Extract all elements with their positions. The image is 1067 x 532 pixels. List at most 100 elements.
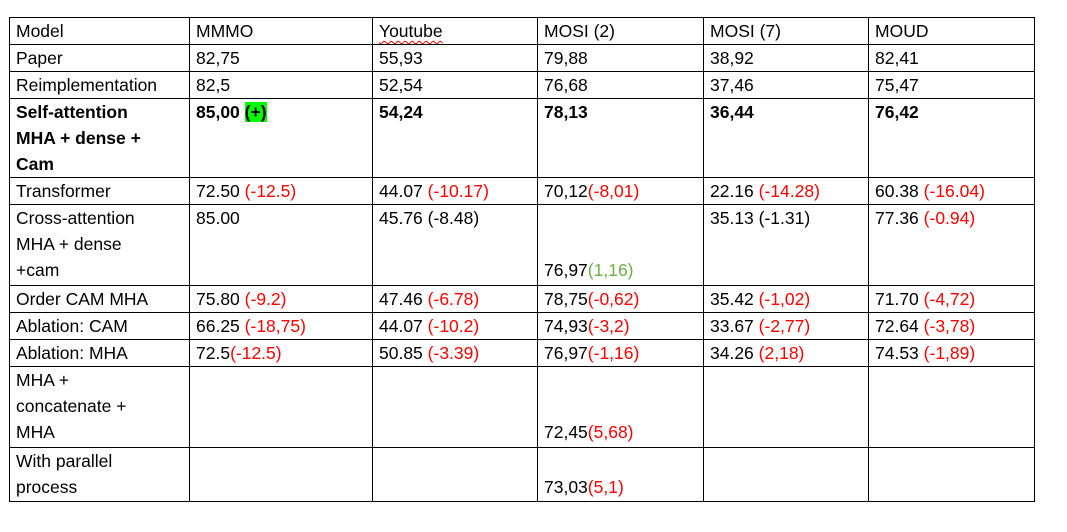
cell-diff: (-0.94) xyxy=(923,208,976,228)
cell-mmmo: 72.5(-12.5) xyxy=(189,339,373,367)
cell-diff: (-1,02) xyxy=(758,289,811,309)
cell-youtube: 44.07 (-10.2) xyxy=(372,312,538,340)
cell-mmmo: 82,75 xyxy=(189,44,373,72)
cell-mmmo: 66.25 (-18,75) xyxy=(189,312,373,340)
cell-value: 75.80 xyxy=(196,289,240,309)
cell-diff: (-8,01) xyxy=(587,181,640,201)
cell-diff: (2,18) xyxy=(758,343,805,363)
cell-model: Ablation: CAM xyxy=(9,312,190,340)
cell-value: 50.85 xyxy=(379,343,423,363)
model-line: concatenate + xyxy=(16,396,127,416)
cell-mosi7: 22.16 (-14.28) xyxy=(703,177,869,205)
table-row-cross-attention: Cross-attention MHA + dense +cam 85.00 4… xyxy=(9,204,1035,286)
cell-diff: (-16.04) xyxy=(923,181,985,201)
cell-diff: (-3,78) xyxy=(923,316,976,336)
cell-value: 71.70 xyxy=(875,289,919,309)
cell-diff: (-9.2) xyxy=(244,289,287,309)
cell-mosi2: 76,68 xyxy=(537,71,704,99)
cell-youtube: 45.76 (-8.48) xyxy=(372,204,538,286)
header-mosi2: MOSI (2) xyxy=(537,17,704,45)
cell-mosi2: 72,45(5,68) xyxy=(537,366,704,448)
cell-value: 78,75 xyxy=(544,289,588,309)
cell-mosi7: 34.26 (2,18) xyxy=(703,339,869,367)
cell-diff: (-3.39) xyxy=(427,343,480,363)
cell-diff: (-2,77) xyxy=(758,316,811,336)
cell-value: 34.26 xyxy=(710,343,754,363)
cell-moud: 72.64 (-3,78) xyxy=(868,312,1035,340)
model-line: +cam xyxy=(16,260,60,280)
cell-mosi7: 35.13 (-1.31) xyxy=(703,204,869,286)
cell-model: MHA + concatenate + MHA xyxy=(9,366,190,448)
cell-mmmo: 85.00 xyxy=(189,204,373,286)
cell-value: 72.64 xyxy=(875,316,919,336)
cell-value: 76,97 xyxy=(544,343,588,363)
cell-moud: 75,47 xyxy=(868,71,1035,99)
cell-diff: (-18,75) xyxy=(244,316,306,336)
cell-diff: (-4,72) xyxy=(923,289,976,309)
cell-moud xyxy=(868,447,1035,502)
cell-model: Ablation: MHA xyxy=(9,339,190,367)
cell-moud: 71.70 (-4,72) xyxy=(868,285,1035,313)
table-row-parallel-process: With parallel process 73,03(5,1) xyxy=(9,447,1035,502)
cell-diff: (-6.78) xyxy=(427,289,480,309)
cell-mosi7: 37,46 xyxy=(703,71,869,99)
table-row-mha-concatenate: MHA + concatenate + MHA 72,45(5,68) xyxy=(9,366,1035,448)
cell-mmmo xyxy=(189,447,373,502)
cell-value: 66.25 xyxy=(196,316,240,336)
cell-value: 60.38 xyxy=(875,181,919,201)
cell-mmmo: 85,00 (+) xyxy=(189,98,373,178)
cell-diff: (-1,16) xyxy=(587,343,640,363)
cell-mosi2: 76,97(1,16) xyxy=(537,204,704,286)
table-row-paper: Paper 82,75 55,93 79,88 38,92 82,41 xyxy=(9,44,1035,72)
cell-value: 85,00 xyxy=(196,102,240,122)
cell-mosi7: 38,92 xyxy=(703,44,869,72)
model-line: With parallel xyxy=(16,451,113,471)
cell-youtube: 44.07 (-10.17) xyxy=(372,177,538,205)
cell-value: 47.46 xyxy=(379,289,423,309)
cell-mmmo: 75.80 (-9.2) xyxy=(189,285,373,313)
model-line: MHA + dense + xyxy=(16,128,141,148)
cell-youtube xyxy=(372,366,538,448)
cell-value: 44.07 xyxy=(379,181,423,201)
cell-model: Transformer xyxy=(9,177,190,205)
header-moud: MOUD xyxy=(868,17,1035,45)
cell-diff: (-12.5) xyxy=(230,343,282,363)
cell-mosi2: 74,93(-3,2) xyxy=(537,312,704,340)
cell-youtube xyxy=(372,447,538,502)
cell-value: 73,03 xyxy=(544,477,588,497)
cell-diff: (1,16) xyxy=(587,260,634,280)
cell-diff: (-0,62) xyxy=(587,289,640,309)
model-line: Cam xyxy=(16,154,54,174)
header-row: Model MMMO Youtube MOSI (2) MOSI (7) MOU… xyxy=(9,17,1035,45)
cell-model: Cross-attention MHA + dense +cam xyxy=(9,204,190,286)
cell-model: Self-attention MHA + dense + Cam xyxy=(9,98,190,178)
header-mosi7: MOSI (7) xyxy=(703,17,869,45)
cell-mosi2: 70,12(-8,01) xyxy=(537,177,704,205)
cell-moud: 74.53 (-1,89) xyxy=(868,339,1035,367)
cell-value: 77.36 xyxy=(875,208,919,228)
header-youtube-label: Youtube xyxy=(379,21,443,41)
model-line: MHA xyxy=(16,422,55,442)
cell-value: 44.07 xyxy=(379,316,423,336)
cell-moud: 60.38 (-16.04) xyxy=(868,177,1035,205)
cell-value: 35.42 xyxy=(710,289,754,309)
cell-youtube: 47.46 (-6.78) xyxy=(372,285,538,313)
cell-mmmo: 72.50 (-12.5) xyxy=(189,177,373,205)
cell-value: 70,12 xyxy=(544,181,588,201)
cell-diff: (-12.5) xyxy=(244,181,297,201)
cell-diff: (-14.28) xyxy=(758,181,820,201)
table-row-transformer: Transformer 72.50 (-12.5) 44.07 (-10.17)… xyxy=(9,177,1035,205)
cell-model: With parallel process xyxy=(9,447,190,502)
cell-mosi7 xyxy=(703,447,869,502)
cell-mmmo: 82,5 xyxy=(189,71,373,99)
cell-value: 74,93 xyxy=(544,316,588,336)
improvement-tag: (+) xyxy=(244,102,267,122)
cell-mosi7: 36,44 xyxy=(703,98,869,178)
cell-mosi7: 35.42 (-1,02) xyxy=(703,285,869,313)
cell-value: 76,97 xyxy=(544,260,588,280)
cell-mosi7: 33.67 (-2,77) xyxy=(703,312,869,340)
cell-mosi2: 78,13 xyxy=(537,98,704,178)
cell-mosi2: 79,88 xyxy=(537,44,704,72)
cell-mmmo xyxy=(189,366,373,448)
table-row-reimplementation: Reimplementation 82,5 52,54 76,68 37,46 … xyxy=(9,71,1035,99)
